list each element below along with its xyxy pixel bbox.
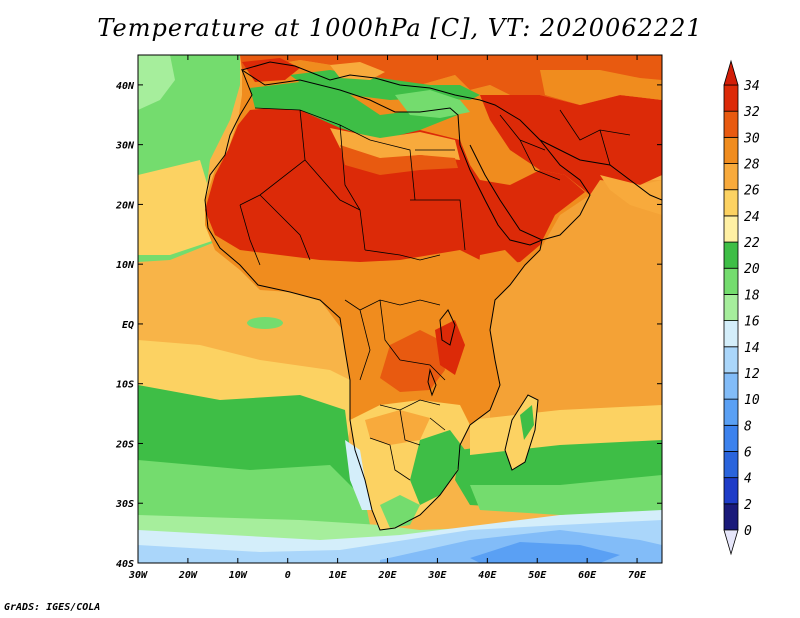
colorbar-label: 10: [744, 393, 760, 408]
indian-ocean-south-light: [470, 475, 662, 515]
colorbar-swatch: [723, 136, 739, 164]
colorbar-label: 22: [744, 236, 760, 251]
colorbar-label: 24: [744, 210, 760, 225]
colorbar-swatch: [723, 346, 739, 374]
lon-tick-label: 50E: [528, 570, 547, 581]
plot-frame: [137, 54, 663, 564]
colorbar-label: 6: [744, 445, 752, 460]
colorbar-swatch: [723, 267, 739, 295]
colorbar-swatch: [723, 451, 739, 479]
colorbar-label: 2: [744, 498, 752, 513]
sub-saharan-borders: [344, 299, 446, 481]
benguela-cool: [345, 440, 372, 510]
north-africa-warm: [340, 145, 458, 175]
colorbar-swatch: [723, 372, 739, 400]
equatorial-cool-patch: [247, 317, 283, 329]
colorbar-label: 4: [744, 472, 752, 487]
lat-tick-label: EQ: [122, 320, 134, 331]
colorbar-swatch: [723, 84, 739, 112]
colorbar-swatch: [723, 503, 739, 531]
colorbar-swatch: [723, 320, 739, 348]
lon-tick-label: 40E: [478, 570, 497, 581]
north-atlantic-mild: [138, 160, 215, 255]
colorbar-label: 18: [744, 288, 760, 303]
lat-tick-label: 10S: [116, 380, 134, 391]
colorbar-swatch: [723, 424, 739, 452]
lat-tick-label: 40S: [116, 559, 134, 570]
southern-africa-cool: [410, 430, 465, 505]
colorbar-label: 14: [744, 341, 760, 356]
madagascar-coastline: [504, 394, 539, 471]
lat-tick-label: 20N: [115, 200, 135, 211]
lat-tick-label: 40N: [116, 81, 135, 92]
colorbar-swatch: [723, 189, 739, 217]
arabian-sea-coast: [600, 175, 662, 215]
colorbar-label: 8: [744, 419, 752, 434]
southern-ocean-band5: [470, 542, 620, 563]
lat-tick-label: 20S: [115, 439, 134, 450]
madagascar-cool: [520, 405, 534, 440]
lat-tick-label: 30S: [115, 499, 134, 510]
colorbar-under-arrow: [723, 529, 739, 556]
longitude-axis: 30W 20W 10W 0 10E 20E 30E 40E 50E 60E 70E: [128, 55, 647, 581]
colorbar-label: 28: [744, 158, 760, 173]
arabia-coastline: [469, 99, 591, 241]
colorbar-swatch: [723, 110, 739, 138]
lon-tick-label: 0: [285, 570, 291, 581]
sahara-hot-belt: [205, 105, 585, 265]
lat-tick-label: 30N: [115, 141, 135, 152]
lon-tick-label: 10E: [329, 570, 348, 581]
southern-africa-warm: [365, 410, 430, 445]
plot-title: Temperature at 1000hPa [C], VT: 20200622…: [97, 14, 703, 42]
colorbar-label: 34: [743, 79, 760, 94]
temperature-field: [138, 55, 662, 563]
colorbar-label: 26: [744, 184, 760, 199]
lon-tick-label: 10W: [229, 570, 248, 581]
colorbar-label: 20: [744, 262, 760, 277]
south-atlantic-light-green: [138, 460, 370, 530]
europe-coastline: [241, 61, 481, 101]
colorbar-label: 30: [743, 131, 760, 146]
colorbar-swatch: [723, 398, 739, 426]
ethiopian-highlands: [478, 250, 520, 290]
africa-coastline: [204, 68, 543, 531]
mediterranean-cool: [250, 82, 465, 140]
latitude-axis: 40N 30N 20N 10N EQ 10S 20S 30S 40S: [115, 81, 662, 570]
colorbar-over-arrow: [723, 59, 739, 86]
coastlines: [204, 61, 662, 531]
lon-tick-label: 30E: [427, 570, 447, 581]
lat-tick-label: 10N: [116, 260, 135, 271]
lon-tick-label: 20W: [178, 570, 198, 581]
lon-tick-label: 70E: [628, 570, 647, 581]
lakes-region-hot: [435, 320, 465, 375]
middle-east-borders: [499, 109, 631, 181]
colorbar-swatch: [723, 241, 739, 269]
colorbar-label: 16: [744, 315, 760, 330]
north-africa-borders: [239, 107, 466, 266]
north-atlantic-cooler: [138, 55, 175, 110]
colorbar-label: 0: [744, 524, 752, 539]
colorbar-swatch: [723, 294, 739, 321]
caspian-region: [540, 70, 662, 105]
europe-mild: [330, 62, 385, 80]
colorbar-label: 12: [744, 367, 760, 382]
great-lakes: [427, 309, 456, 397]
colorbar-swatch: [723, 163, 739, 191]
colorbar-swatch: [723, 215, 739, 243]
credit-label: GrADS: IGES/COLA: [4, 602, 101, 613]
eastern-mediterranean: [395, 90, 470, 118]
lon-tick-label: 20E: [377, 570, 397, 581]
colorbar-swatch: [723, 477, 739, 505]
colorbar-label: 32: [743, 105, 760, 120]
lon-tick-label: 30W: [128, 570, 148, 581]
lon-tick-label: 60E: [578, 570, 597, 581]
